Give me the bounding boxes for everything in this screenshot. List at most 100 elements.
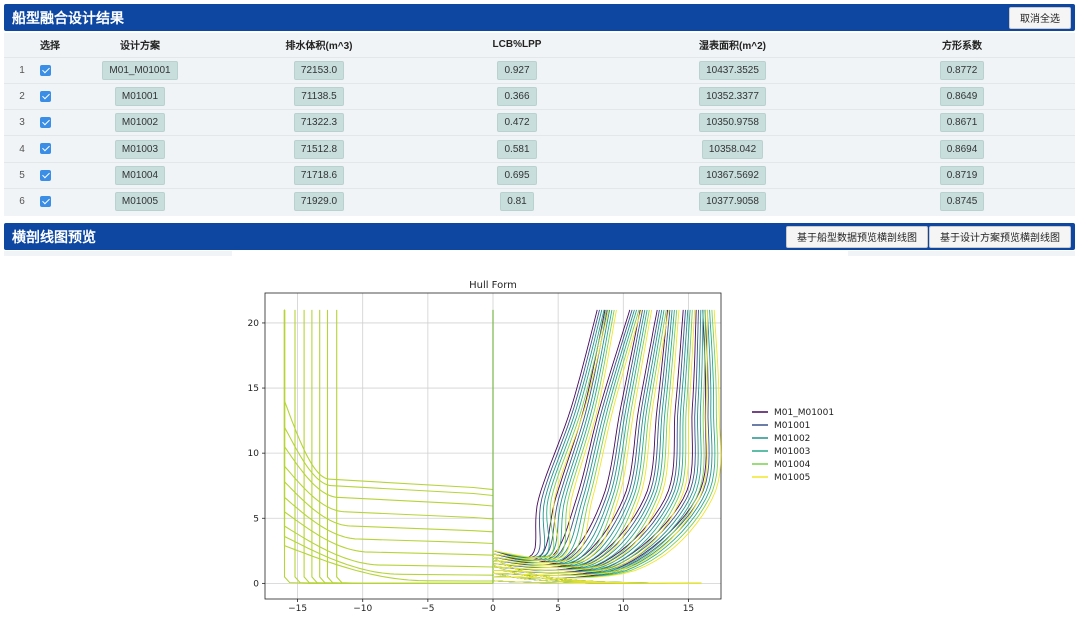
hull-form-chart: Hull Form −15 −10 −5 0 5 10 15 0 5 10 15 20 M01_M0100… bbox=[248, 280, 835, 614]
row-index: 2 bbox=[4, 82, 40, 110]
fwd-station-line bbox=[493, 309, 699, 576]
displacement-cell: 72153.0 bbox=[293, 60, 345, 80]
x-tick-label: −15 bbox=[288, 604, 307, 614]
x-tick-label: 10 bbox=[618, 604, 630, 614]
row-index: 6 bbox=[4, 187, 40, 215]
deselect-all-button[interactable]: 取消全选 bbox=[1009, 6, 1071, 29]
block-coef-cell: 0.8745 bbox=[939, 192, 985, 212]
x-tick-label: 0 bbox=[490, 604, 496, 614]
scheme-cell: M01_M01001 bbox=[102, 60, 178, 80]
row-checkbox[interactable] bbox=[40, 64, 51, 76]
aft-station-line bbox=[283, 309, 494, 497]
fwd-station-line bbox=[493, 309, 696, 574]
lcb-cell: 0.81 bbox=[500, 192, 534, 212]
row-checkbox[interactable] bbox=[40, 196, 51, 208]
row-index: 1 bbox=[4, 56, 40, 84]
legend-label: M01005 bbox=[774, 473, 810, 483]
fwd-station-line bbox=[492, 309, 600, 559]
preview-divider-right bbox=[848, 251, 1075, 256]
x-tick-label: −5 bbox=[421, 604, 434, 614]
block-coef-cell: 0.8694 bbox=[939, 139, 985, 159]
table-header-row: 选择 设计方案 排水体积(m^3) LCB%LPP 湿表面积(m^2) 方形系数 bbox=[4, 33, 1075, 57]
fwd-station-line bbox=[492, 309, 670, 569]
col-header-displacement: 排水体积(m^3) bbox=[220, 33, 418, 57]
bottom-line bbox=[492, 556, 702, 584]
fwd-station-line bbox=[492, 309, 663, 569]
fwd-station-line bbox=[492, 309, 598, 559]
table-row: 1 M01_M01001 72153.0 0.927 10437.3525 0.8772 bbox=[4, 56, 1075, 84]
fwd-station-line bbox=[492, 309, 722, 579]
legend-label: M01002 bbox=[774, 434, 810, 444]
displacement-cell: 71929.0 bbox=[293, 192, 345, 212]
wetted-area-cell: 10358.042 bbox=[701, 139, 764, 159]
displacement-cell: 71718.6 bbox=[293, 165, 345, 185]
fwd-station-line bbox=[492, 309, 610, 559]
scheme-cell: M01002 bbox=[114, 113, 166, 133]
displacement-cell: 71322.3 bbox=[293, 113, 345, 133]
scheme-cell: M01005 bbox=[114, 192, 166, 212]
fwd-station-line bbox=[492, 309, 638, 564]
y-tick-label: 5 bbox=[253, 514, 259, 524]
col-header-select: 选择 bbox=[40, 33, 60, 57]
preview-panel-title: 横剖线图预览 bbox=[12, 228, 96, 245]
aft-station-line bbox=[283, 309, 494, 576]
wetted-area-cell: 10377.9058 bbox=[699, 192, 766, 212]
y-tick-label: 20 bbox=[248, 319, 260, 329]
wetted-area-cell: 10350.9758 bbox=[699, 113, 766, 133]
block-coef-cell: 0.8671 bbox=[939, 113, 985, 133]
fwd-station-line bbox=[492, 309, 716, 579]
table-row: 5 M01004 71718.6 0.695 10367.5692 0.8719 bbox=[4, 161, 1075, 189]
x-tick-label: 15 bbox=[683, 604, 694, 614]
scheme-cell: M01004 bbox=[114, 165, 166, 185]
y-tick-label: 0 bbox=[253, 579, 259, 589]
fwd-station-line bbox=[492, 309, 680, 571]
aft-station-line bbox=[283, 309, 494, 545]
legend-label: M01_M01001 bbox=[774, 408, 834, 418]
col-header-block-coef: 方形系数 bbox=[849, 33, 1075, 57]
table-row: 2 M01001 71138.5 0.366 10352.3377 0.8649 bbox=[4, 82, 1075, 110]
wetted-area-cell: 10367.5692 bbox=[699, 165, 766, 185]
aft-station-line bbox=[294, 309, 493, 584]
displacement-cell: 71138.5 bbox=[294, 86, 344, 106]
aft-station-line bbox=[319, 309, 493, 584]
aft-station-line bbox=[336, 309, 493, 584]
scheme-cell: M01001 bbox=[114, 86, 166, 106]
col-header-lcb: LCB%LPP bbox=[418, 33, 616, 57]
preview-by-design-scheme-button[interactable]: 基于设计方案预览横剖线图 bbox=[929, 225, 1071, 248]
legend-label: M01003 bbox=[774, 447, 810, 457]
wetted-area-cell: 10437.3525 bbox=[699, 60, 766, 80]
fwd-station-line bbox=[492, 309, 675, 571]
results-table: 选择 设计方案 排水体积(m^3) LCB%LPP 湿表面积(m^2) 方形系数… bbox=[4, 33, 1075, 215]
block-coef-cell: 0.8719 bbox=[939, 165, 985, 185]
row-checkbox[interactable] bbox=[40, 117, 51, 129]
x-tick-label: 5 bbox=[555, 604, 561, 614]
results-panel-title: 船型融合设计结果 bbox=[12, 9, 124, 26]
preview-panel-header: 横剖线图预览 基于船型数据预览横剖线图 基于设计方案预览横剖线图 bbox=[4, 223, 1075, 250]
results-table-container: 选择 设计方案 排水体积(m^3) LCB%LPP 湿表面积(m^2) 方形系数… bbox=[4, 33, 1075, 216]
wetted-area-cell: 10352.3377 bbox=[699, 86, 766, 106]
aft-station-line bbox=[283, 309, 494, 520]
displacement-cell: 71512.8 bbox=[293, 139, 345, 159]
aft-station-line bbox=[303, 309, 493, 584]
row-index: 4 bbox=[4, 135, 40, 163]
aft-station-line bbox=[326, 309, 493, 584]
row-checkbox[interactable] bbox=[40, 169, 51, 181]
table-row: 3 M01002 71322.3 0.472 10350.9758 0.8671 bbox=[4, 109, 1075, 136]
lcb-cell: 0.927 bbox=[497, 60, 537, 80]
lcb-cell: 0.695 bbox=[497, 165, 537, 185]
row-checkbox[interactable] bbox=[40, 90, 51, 102]
block-coef-cell: 0.8772 bbox=[939, 60, 985, 80]
fwd-station-line bbox=[492, 309, 653, 566]
lcb-cell: 0.581 bbox=[497, 139, 537, 159]
y-tick-label: 10 bbox=[248, 449, 260, 459]
fwd-station-line bbox=[493, 309, 709, 576]
row-checkbox[interactable] bbox=[40, 143, 51, 155]
aft-station-line bbox=[283, 309, 494, 491]
scheme-cell: M01003 bbox=[114, 139, 166, 159]
fwd-station-line bbox=[492, 309, 633, 564]
x-tick-label: −10 bbox=[353, 604, 372, 614]
aft-station-line bbox=[311, 309, 493, 584]
aft-station-line bbox=[283, 309, 494, 568]
preview-by-hull-data-button[interactable]: 基于船型数据预览横剖线图 bbox=[786, 225, 928, 248]
preview-divider-left bbox=[4, 251, 232, 256]
